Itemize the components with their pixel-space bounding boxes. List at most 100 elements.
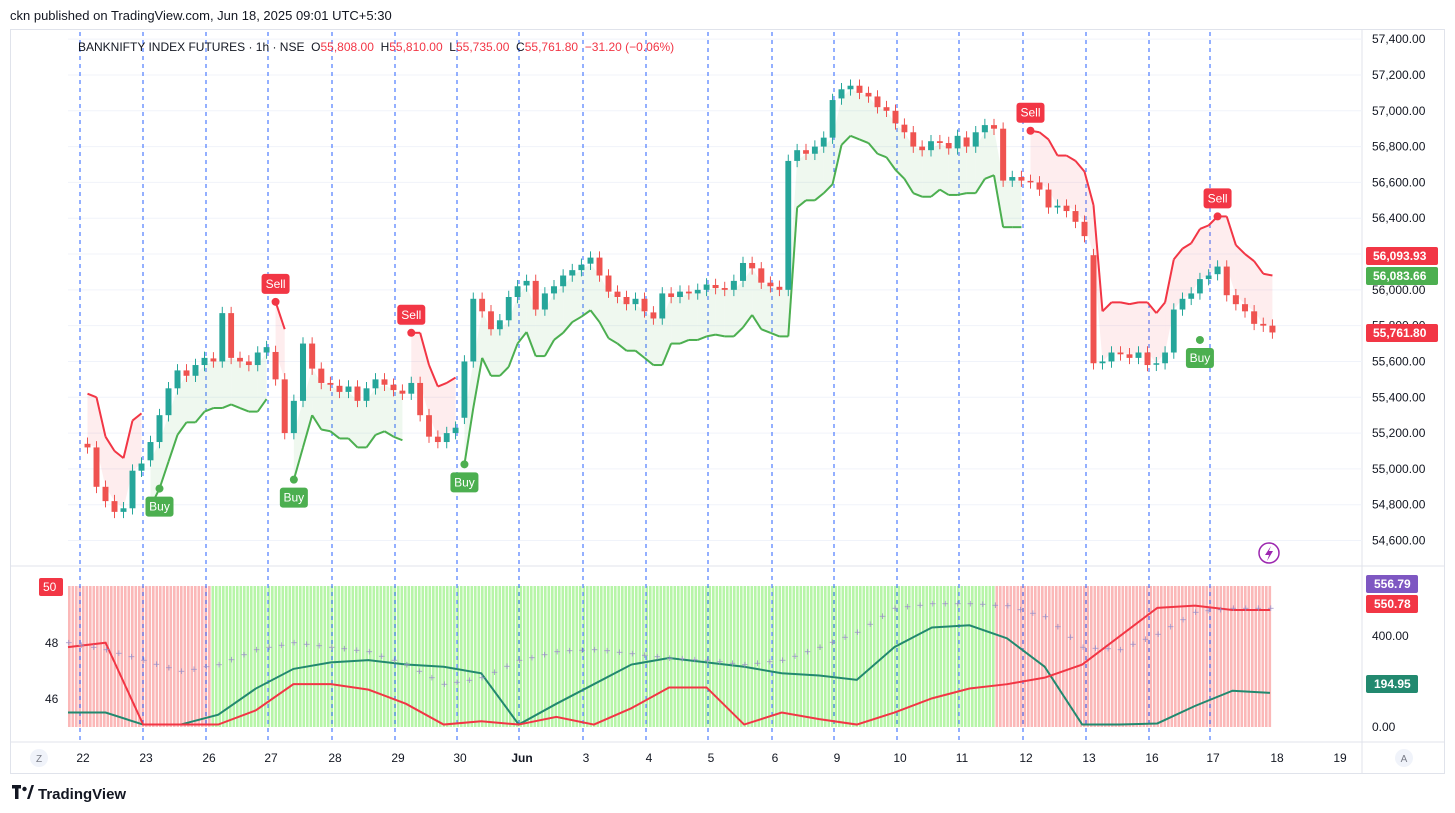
trend-support-line [787, 207, 799, 337]
candle-body [794, 150, 801, 161]
osc-bg-bar [411, 586, 414, 727]
osc-bg-bar [687, 586, 691, 727]
trend-fill [517, 285, 527, 344]
osc-dotted-marker: + [1079, 643, 1087, 653]
osc-bg-bar [477, 586, 481, 727]
candle-body [936, 141, 943, 144]
candle-body [1144, 352, 1151, 366]
osc-bg-bar [239, 586, 243, 727]
trend-support-line [580, 309, 592, 318]
osc-badge [1366, 575, 1418, 593]
candle-body [111, 501, 118, 512]
signal-label: Sell [1020, 106, 1040, 120]
candle-body [972, 132, 979, 147]
osc-dotted-marker: + [904, 602, 912, 612]
osc-dotted-marker: + [90, 643, 98, 653]
trend-support-line [643, 357, 655, 366]
trend-fill [420, 332, 429, 416]
candle-body [721, 288, 728, 290]
osc-bg-bar [225, 586, 229, 727]
trend-support-line [167, 434, 179, 463]
trend-fill [761, 282, 771, 333]
trend-fill [626, 304, 636, 351]
osc-dotted-marker: + [1267, 604, 1275, 614]
osc-bg-bar [1244, 586, 1247, 727]
trend-support-line [840, 135, 852, 146]
osc-bg-bar [761, 586, 764, 727]
osc-bg-bar [705, 586, 708, 727]
osc-dotted-marker: + [178, 667, 186, 677]
osc-bg-bar [719, 586, 722, 727]
osc-dotted-marker: + [1229, 604, 1237, 614]
osc-bg-bar [208, 586, 211, 727]
signal-dot [1195, 335, 1204, 344]
osc-bg-bar [1006, 586, 1009, 727]
osc-dotted-marker: + [1092, 644, 1100, 654]
candle-body [147, 442, 154, 461]
trend-support-line [796, 199, 807, 209]
candle-body [1135, 352, 1142, 358]
osc-bg-bar [1233, 586, 1237, 727]
osc-bg-bar [722, 586, 726, 727]
candle-body [668, 293, 675, 297]
trend-support-line [571, 315, 582, 323]
osc-bg-bar [162, 586, 166, 727]
price-tick-label: 55,400.00 [1372, 390, 1426, 404]
trend-resistance-line [113, 450, 125, 459]
osc-bg-bar [1114, 586, 1118, 727]
trend-fill [473, 311, 483, 409]
trend-fill [1129, 302, 1139, 355]
trend-resistance-line [437, 382, 448, 388]
time-tick-label: 4 [646, 751, 653, 765]
legend-o-label: O [311, 40, 321, 54]
osc-dotted-marker: + [65, 639, 73, 649]
candle-body [408, 382, 415, 394]
osc-bg-bar [1037, 586, 1041, 727]
trend-support-line [472, 357, 484, 409]
candle-body [632, 298, 639, 305]
footer-brand[interactable]: TradingView [12, 785, 126, 803]
candle-body [290, 400, 297, 434]
osc-dotted-marker: + [716, 658, 724, 668]
chart-frame [10, 29, 1445, 774]
trend-resistance-line [274, 301, 286, 330]
tradingview-logo-icon [12, 785, 34, 803]
osc-bg-bar [558, 586, 561, 727]
osc-bg-bar [145, 586, 148, 727]
legend-close: 55,761.80 [524, 40, 579, 54]
osc-bg-bar [579, 586, 582, 727]
trend-fill [688, 293, 698, 340]
time-tick-label: 3 [583, 751, 590, 765]
osc-dotted-marker: + [929, 599, 937, 609]
trend-fill [1182, 243, 1192, 299]
osc-bg-bar [915, 586, 918, 727]
osc-bg-bar [656, 586, 659, 727]
trend-support-line [877, 152, 887, 159]
candle-body [219, 313, 226, 362]
osc-bg-bar [173, 586, 176, 727]
time-tick-label: 22 [76, 751, 90, 765]
trend-fill [922, 150, 931, 197]
trend-fill [1226, 216, 1236, 296]
osc-dotted-marker: + [741, 661, 749, 671]
candle-body [532, 280, 539, 310]
trend-fill [168, 388, 178, 462]
trend-support-line [375, 430, 385, 436]
auto-scale-left-button[interactable] [30, 749, 48, 767]
osc-dotted-marker: + [153, 660, 161, 670]
osc-bg-bar [754, 586, 757, 727]
osc-bg-bar [1002, 586, 1006, 727]
osc-dotted-marker: + [1242, 604, 1250, 614]
candle-body [1214, 266, 1221, 275]
trend-support-line [589, 309, 601, 323]
buy-signal-badge [145, 496, 174, 517]
osc-bg-bar [1020, 586, 1023, 727]
candle-body [479, 298, 486, 312]
osc-bg-bar [1226, 586, 1230, 727]
trend-resistance-line [446, 376, 457, 384]
trend-resistance-line [1263, 272, 1273, 277]
auto-scale-right-button[interactable] [1395, 749, 1413, 767]
osc-bg-bar [1223, 586, 1226, 727]
osc-bg-bar [75, 586, 78, 727]
